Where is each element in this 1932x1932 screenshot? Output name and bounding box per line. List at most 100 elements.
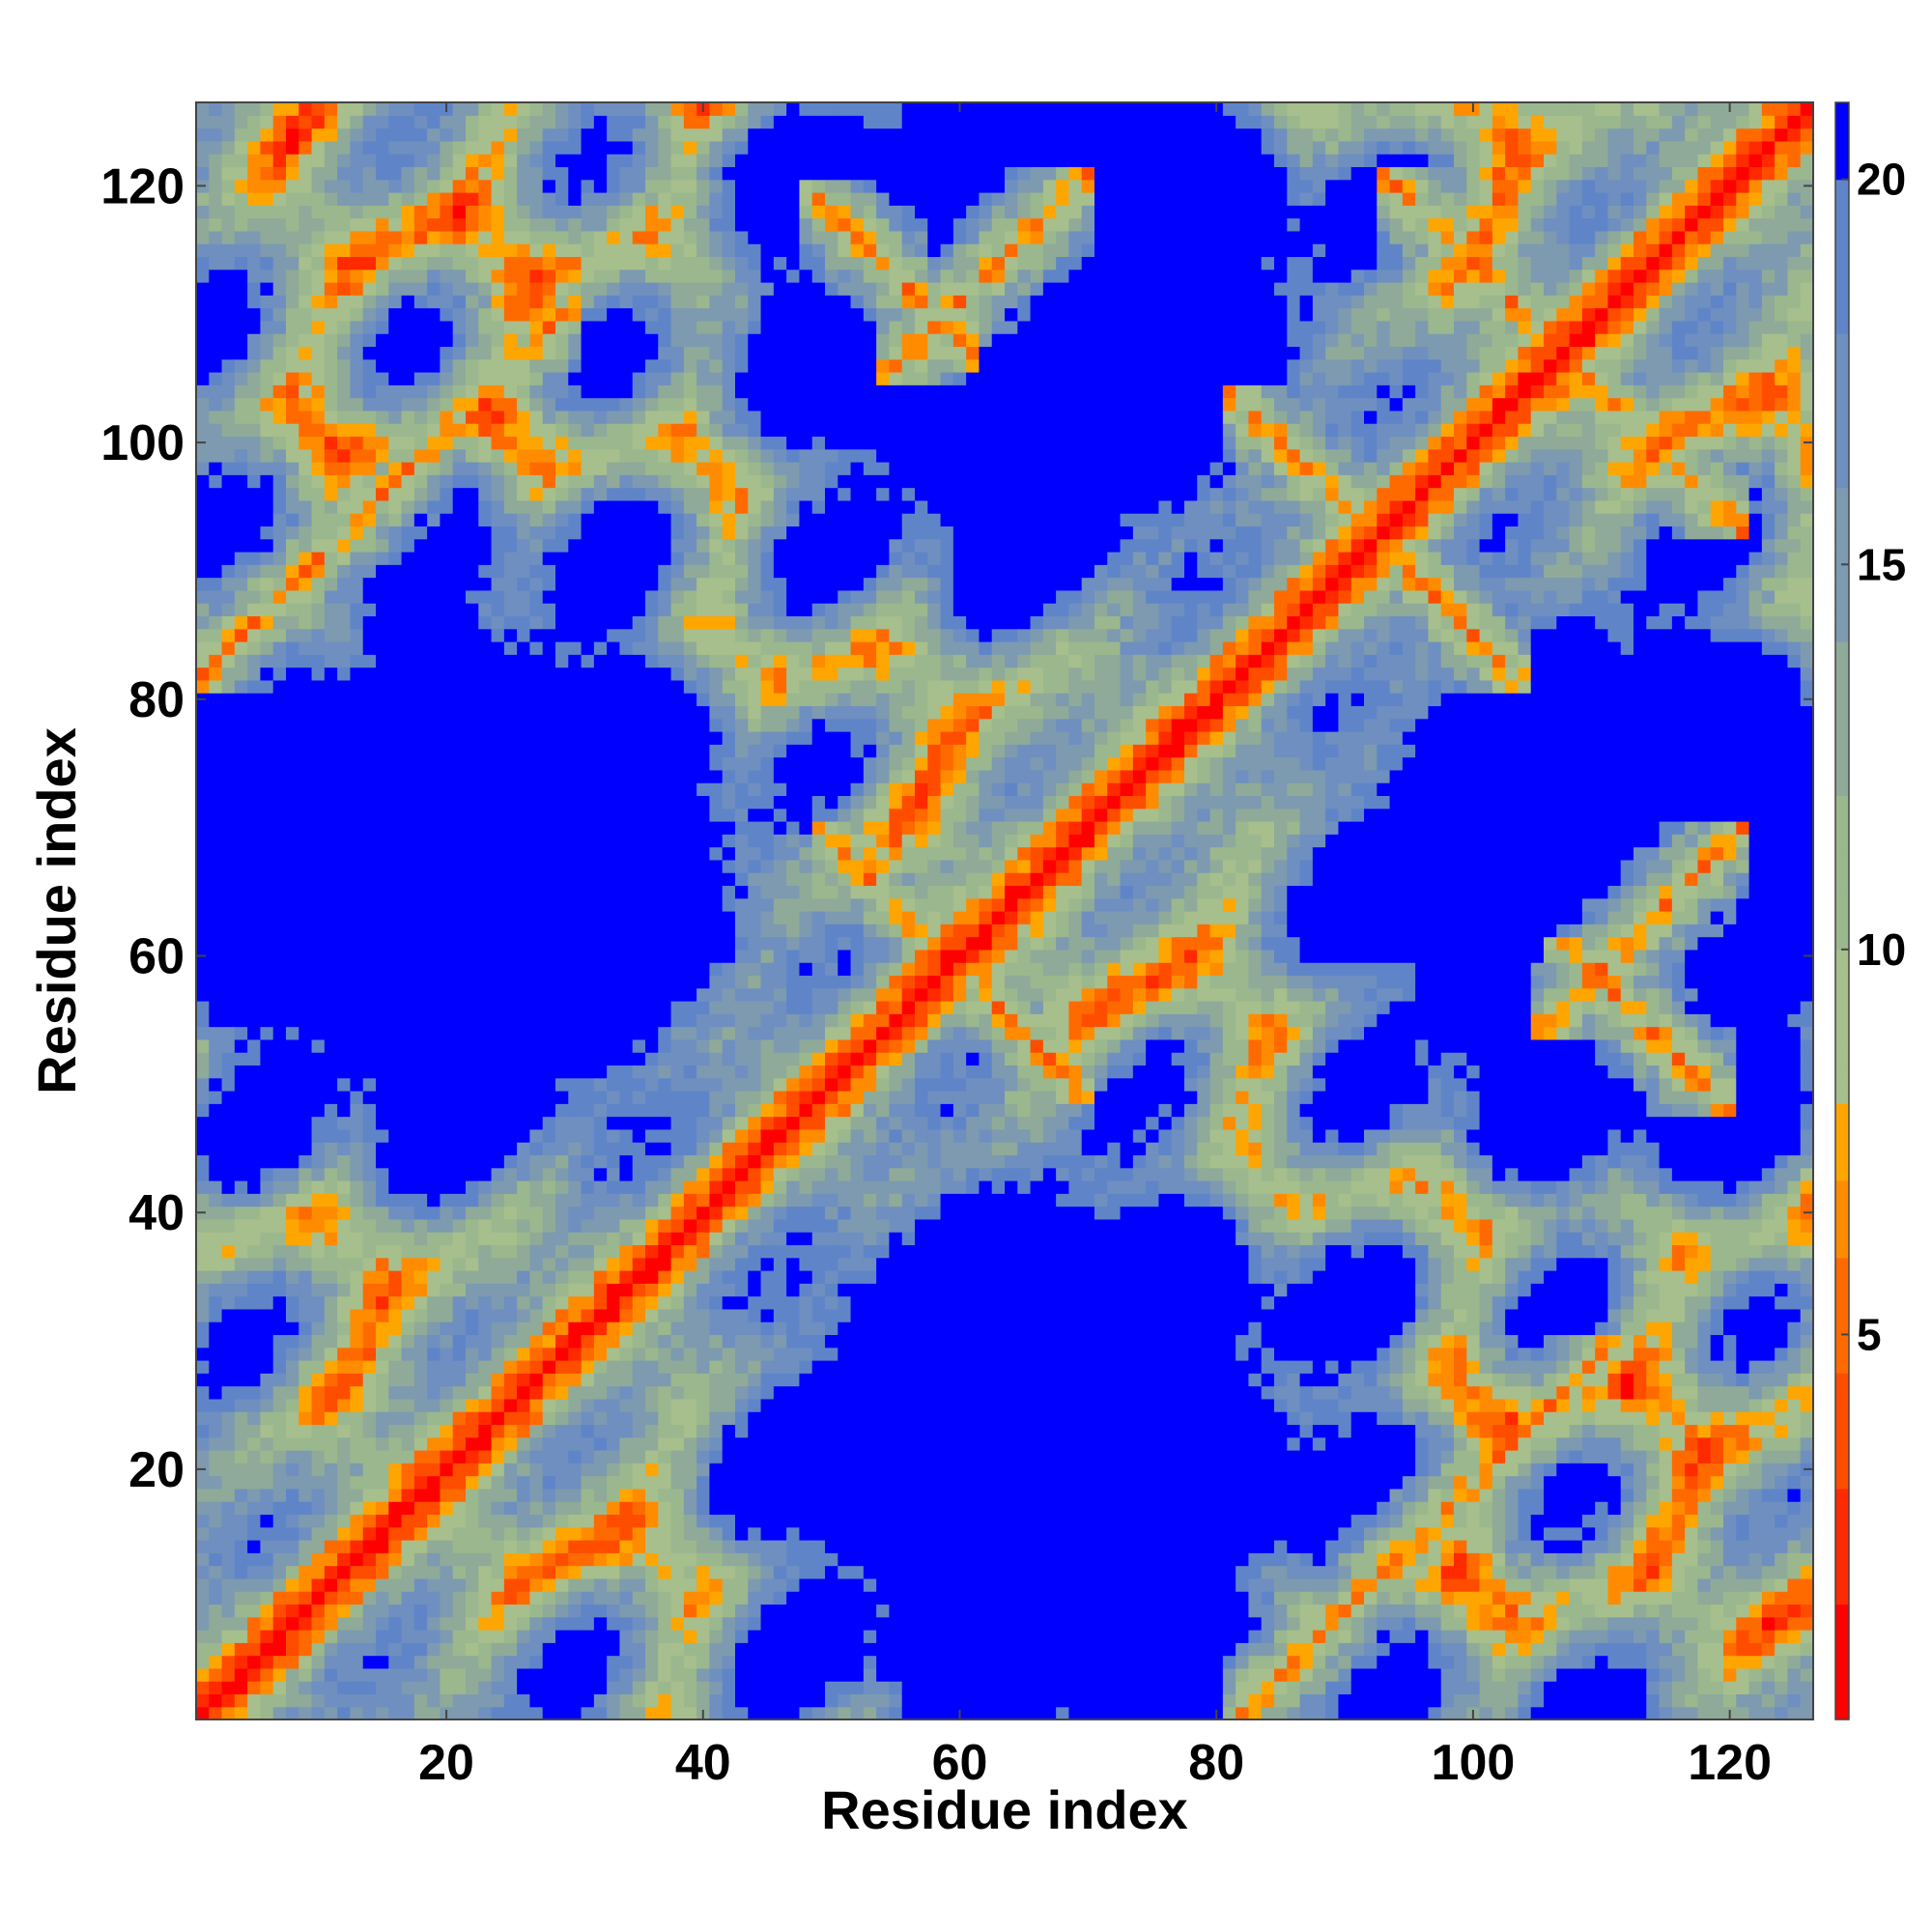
heatmap-cell	[607, 1206, 621, 1220]
heatmap-cell	[427, 128, 441, 142]
heatmap-cell	[478, 1116, 493, 1130]
heatmap-cell	[196, 589, 210, 604]
heatmap-cell	[324, 1552, 338, 1567]
heatmap-cell	[376, 808, 389, 822]
heatmap-cell	[542, 1013, 556, 1028]
heatmap-cell	[683, 1001, 697, 1014]
heatmap-cell	[247, 462, 262, 475]
heatmap-cell	[696, 872, 711, 887]
heatmap-cell	[362, 179, 377, 193]
heatmap-cell	[696, 1321, 711, 1336]
heatmap-cell	[658, 897, 672, 912]
heatmap-cell	[376, 1103, 389, 1118]
heatmap-cell	[362, 269, 377, 283]
heatmap-cell	[696, 936, 711, 951]
heatmap-cell	[311, 654, 326, 668]
heatmap-cell	[196, 1411, 210, 1426]
heatmap-cell	[401, 1193, 415, 1208]
heatmap-cell	[466, 526, 479, 540]
heatmap-cell	[324, 1436, 338, 1451]
heatmap-cell	[311, 1398, 326, 1412]
heatmap-cell	[376, 1065, 389, 1079]
heatmap-cell	[376, 1347, 389, 1361]
heatmap-cell	[311, 1180, 326, 1194]
heatmap-cell	[260, 949, 274, 963]
heatmap-cell	[413, 577, 428, 591]
heatmap-cell	[466, 846, 479, 861]
heatmap-cell	[478, 897, 493, 912]
heatmap-cell	[658, 217, 672, 232]
heatmap-cell	[427, 1077, 441, 1092]
heatmap-cell	[542, 526, 556, 540]
heatmap-cell	[466, 1604, 479, 1618]
heatmap-cell	[696, 679, 711, 694]
heatmap-cell	[401, 1667, 415, 1682]
heatmap-cell	[529, 782, 544, 797]
heatmap-cell	[413, 526, 428, 540]
heatmap-cell	[452, 1077, 467, 1092]
heatmap-cell	[503, 230, 518, 244]
heatmap-cell	[350, 628, 364, 642]
heatmap-cell	[619, 1052, 634, 1066]
heatmap-cell	[529, 1360, 544, 1374]
heatmap-cell	[272, 731, 287, 745]
heatmap-cell	[209, 1552, 223, 1567]
heatmap-cell	[503, 962, 518, 977]
heatmap-cell	[658, 885, 672, 899]
heatmap-cell	[209, 1630, 223, 1643]
heatmap-cell	[221, 975, 236, 989]
heatmap-cell	[440, 834, 454, 848]
heatmap-cell	[645, 140, 659, 155]
heatmap-cell	[440, 1475, 454, 1490]
heatmap-cell	[388, 1630, 403, 1643]
heatmap-cell	[593, 1514, 608, 1528]
heatmap-cell	[362, 1463, 377, 1477]
heatmap-cell	[478, 1180, 493, 1194]
heatmap-cell	[568, 1667, 582, 1682]
heatmap-cell	[337, 1232, 352, 1246]
heatmap-cell	[388, 346, 403, 360]
heatmap-cell	[619, 667, 634, 681]
heatmap-cell	[247, 782, 262, 797]
heatmap-cell	[196, 1591, 210, 1605]
heatmap-cell	[221, 346, 236, 360]
heatmap-cell	[466, 693, 479, 707]
heatmap-cell	[581, 615, 595, 630]
heatmap-cell	[619, 1373, 634, 1387]
heatmap-cell	[593, 603, 608, 617]
heatmap-cell	[221, 423, 236, 438]
heatmap-cell	[427, 256, 441, 270]
heatmap-cell	[555, 603, 569, 617]
heatmap-cell	[555, 821, 569, 835]
heatmap-cell	[209, 384, 223, 399]
heatmap-cell	[568, 1706, 582, 1720]
heatmap-cell	[529, 615, 544, 630]
heatmap-cell	[670, 1065, 685, 1079]
heatmap-cell	[593, 731, 608, 745]
heatmap-cell	[683, 436, 697, 450]
heatmap-cell	[209, 795, 223, 810]
heatmap-cell	[247, 885, 262, 899]
heatmap-cell	[427, 589, 441, 604]
heatmap-cell	[452, 897, 467, 912]
heatmap-cell	[209, 654, 223, 668]
heatmap-cell	[542, 1501, 556, 1516]
heatmap-cell	[503, 705, 518, 720]
heatmap-cell	[491, 795, 505, 810]
heatmap-cell	[376, 756, 389, 771]
heatmap-cell	[286, 949, 299, 963]
heatmap-cell	[593, 1038, 608, 1053]
heatmap-cell	[413, 1308, 428, 1322]
heatmap-cell	[401, 1038, 415, 1053]
heatmap-cell	[581, 923, 595, 938]
heatmap-cell	[337, 115, 352, 129]
heatmap-cell	[593, 821, 608, 835]
heatmap-cell	[503, 205, 518, 219]
heatmap-cell	[581, 346, 595, 360]
heatmap-cell	[286, 1295, 299, 1310]
heatmap-cell	[337, 269, 352, 283]
heatmap-cell	[376, 769, 389, 783]
heatmap-cell	[413, 423, 428, 438]
heatmap-cell	[324, 782, 338, 797]
heatmap-cell	[272, 1103, 287, 1118]
